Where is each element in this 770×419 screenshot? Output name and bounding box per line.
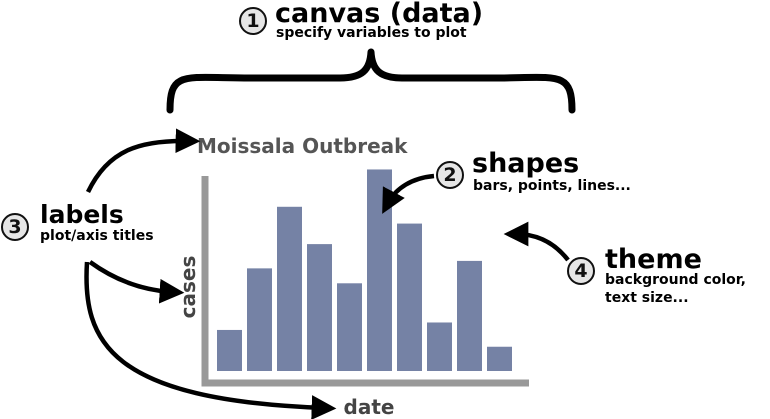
theme-subtitle-line-1: background color, bbox=[605, 272, 746, 288]
theme-heading: theme bbox=[605, 244, 702, 275]
step-4-badge: 4 bbox=[567, 257, 595, 285]
x-axis-label: date bbox=[344, 395, 395, 419]
theme-subtitle-line-2: text size... bbox=[605, 290, 689, 306]
step-1-badge: 1 bbox=[239, 7, 267, 35]
labels-subtitle: plot/axis titles bbox=[40, 228, 154, 244]
bar-8 bbox=[427, 322, 452, 371]
bars-group bbox=[217, 169, 512, 371]
chart-axes bbox=[201, 176, 529, 387]
canvas-heading: canvas (data) bbox=[275, 0, 484, 29]
bar-9 bbox=[457, 260, 482, 371]
arrow-labels-to-title bbox=[85, 128, 201, 193]
arrow-shapes-to-bars bbox=[382, 173, 435, 214]
bar-7 bbox=[397, 223, 422, 371]
chart-title: Moissala Outbreak bbox=[197, 134, 408, 158]
y-axis-label: cases bbox=[176, 256, 200, 319]
bar-1 bbox=[217, 329, 242, 371]
bar-4 bbox=[307, 244, 332, 371]
arrow-labels-to-x-label bbox=[84, 261, 337, 419]
labels-heading: labels bbox=[40, 200, 124, 229]
step-2-badge: 2 bbox=[436, 161, 464, 189]
step-3-badge: 3 bbox=[1, 213, 29, 241]
bar-10 bbox=[487, 346, 512, 371]
canvas-subtitle: specify variables to plot bbox=[276, 25, 467, 41]
bar-2 bbox=[247, 268, 272, 371]
shapes-heading: shapes bbox=[472, 148, 580, 179]
arrow-theme-to-plot bbox=[503, 221, 570, 262]
bar-5 bbox=[337, 283, 362, 371]
bar-3 bbox=[277, 206, 302, 371]
canvas-brace bbox=[166, 48, 576, 114]
shapes-subtitle: bars, points, lines... bbox=[473, 178, 631, 194]
arrow-labels-to-y-label bbox=[88, 260, 185, 304]
